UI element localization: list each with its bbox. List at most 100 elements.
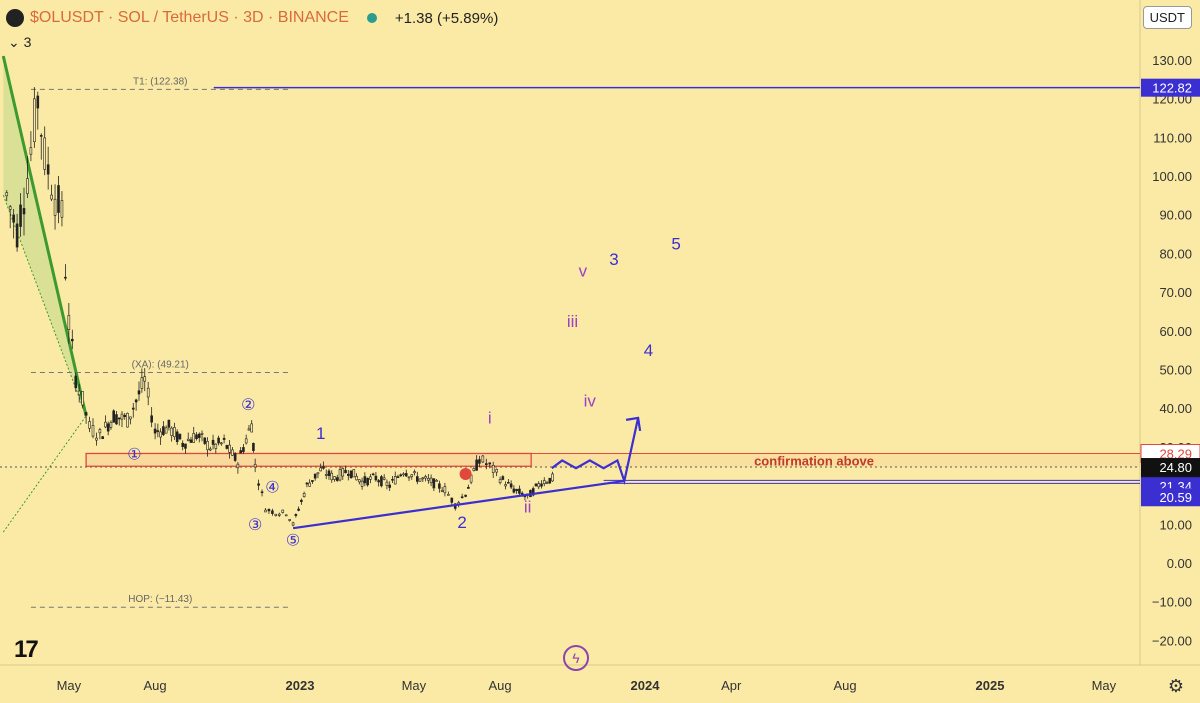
currency-button[interactable]: USDT — [1142, 6, 1192, 29]
wave-label: ① — [127, 447, 141, 464]
chart-header: $OLUSDT · SOL / TetherUS · 3D · BINANCE … — [6, 6, 498, 30]
candle-body — [126, 412, 129, 428]
candle-body — [12, 214, 15, 223]
candle-body — [371, 473, 375, 476]
candle-body — [429, 477, 433, 484]
candle-body — [175, 431, 179, 443]
candle-body — [274, 513, 278, 516]
candle-body — [39, 135, 43, 137]
candle-body — [184, 443, 187, 449]
candle-body — [244, 438, 248, 444]
candle-body — [134, 399, 138, 403]
projection-arrowhead — [625, 416, 642, 432]
candle-body — [484, 463, 488, 466]
y-tick-label: −20.00 — [1152, 633, 1192, 648]
candle-body — [253, 463, 257, 468]
candle-body — [260, 491, 264, 494]
candle-body — [313, 473, 317, 479]
price-change: +1.38 (+5.89%) — [394, 9, 499, 27]
candle-body — [369, 476, 372, 480]
y-tick-label: 80.00 — [1159, 246, 1192, 261]
candle-body — [391, 478, 394, 481]
candle-body — [109, 421, 113, 428]
candle-body — [120, 413, 124, 420]
price-tag-support-2-bg — [1141, 488, 1200, 507]
x-tick-label: 2024 — [631, 678, 661, 693]
candle-body — [203, 437, 207, 444]
x-tick-label: May — [402, 678, 427, 693]
price-tag-resistance: 28.29 — [1159, 447, 1192, 462]
price-tag-current-bg — [1141, 458, 1200, 477]
candle-body — [537, 483, 541, 488]
candle-body — [189, 439, 193, 443]
candle-body — [247, 428, 251, 431]
candle-body — [450, 497, 454, 503]
wave-label: i — [488, 409, 492, 428]
candle-body — [71, 338, 74, 342]
interval-badge[interactable]: ⌄ 3 — [8, 34, 32, 50]
candle-body — [143, 376, 147, 382]
candle-body — [427, 478, 430, 481]
candle-body — [460, 496, 464, 499]
symbol-title[interactable]: $OLUSDT · SOL / TetherUS · 3D · BINANCE — [30, 9, 349, 26]
candle-body — [501, 476, 505, 480]
candle-body — [330, 472, 334, 481]
green-wave-line-thin — [2, 55, 87, 417]
candle-body — [197, 433, 201, 439]
candle-body — [74, 375, 78, 389]
lightning-icon[interactable]: ϟ — [563, 645, 589, 671]
candle-body — [15, 223, 19, 248]
candle-body — [380, 476, 383, 487]
candle-body — [26, 178, 29, 194]
candle-body — [242, 447, 245, 452]
candle-body — [67, 315, 71, 330]
candle-body — [424, 476, 427, 479]
green-dotted-line — [2, 415, 87, 533]
wave-label: ii — [524, 498, 532, 517]
candle-body — [447, 494, 450, 496]
confirmation-label: confirmation above — [754, 453, 874, 468]
candle-body — [33, 98, 36, 143]
candle-body — [88, 421, 91, 429]
candle-body — [156, 430, 160, 432]
x-tick-label: 2025 — [976, 678, 1005, 693]
price-tag-target-bg — [1141, 78, 1200, 97]
candle-body — [382, 477, 386, 480]
candle-body — [5, 192, 9, 197]
candle-body — [217, 437, 220, 444]
candle-body — [341, 468, 345, 477]
candle-body — [305, 482, 309, 485]
candle-body — [104, 421, 107, 428]
candle-body — [186, 438, 190, 441]
candle-body — [488, 462, 492, 465]
candle-body — [209, 448, 212, 451]
candle-body — [358, 479, 361, 483]
candle-body — [509, 483, 513, 488]
candle-body — [173, 427, 176, 438]
candle-body — [117, 417, 121, 420]
ascending-trendline — [292, 479, 625, 530]
candle-body — [435, 479, 438, 482]
x-tick-label: Aug — [489, 678, 512, 693]
candle-body — [551, 473, 554, 482]
x-tick-label: Aug — [834, 678, 857, 693]
candle-body — [507, 481, 510, 484]
candle-body — [495, 469, 498, 473]
candle-body — [374, 475, 378, 481]
y-tick-label: 10.00 — [1159, 517, 1192, 532]
candle-body — [531, 488, 535, 496]
candle-body — [81, 391, 84, 406]
candle-body — [360, 480, 364, 487]
candle-body — [324, 474, 328, 476]
candle-body — [95, 437, 98, 441]
y-tick-label: 50.00 — [1159, 363, 1192, 378]
candle-body — [288, 519, 291, 521]
candle-body — [36, 95, 40, 109]
candle-body — [271, 510, 274, 514]
candle-body — [60, 200, 64, 218]
candle-body — [308, 482, 311, 487]
fib-level-label: HOP: (−11.43) — [128, 594, 192, 605]
candle-body — [478, 459, 481, 464]
gear-icon[interactable]: ⚙ — [1167, 676, 1184, 696]
